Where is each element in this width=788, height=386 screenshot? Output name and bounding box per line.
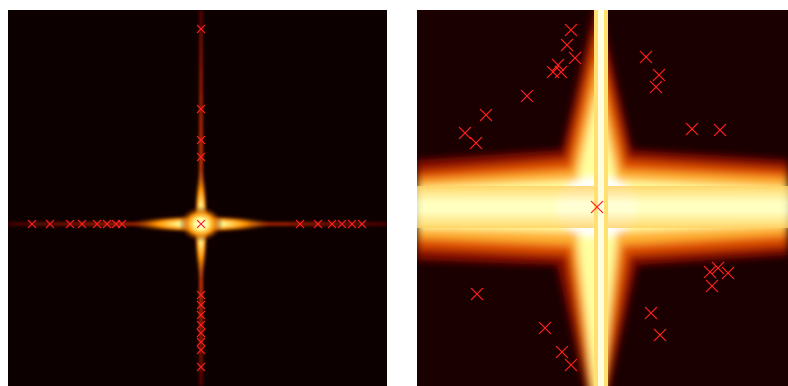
marker	[653, 328, 667, 342]
marker	[703, 265, 717, 279]
marker	[713, 123, 727, 137]
marker	[520, 89, 534, 103]
marker	[196, 300, 206, 310]
marker	[45, 219, 55, 229]
marker	[65, 219, 75, 229]
marker	[685, 122, 699, 136]
marker	[564, 23, 578, 37]
marker	[357, 219, 367, 229]
marker	[538, 321, 552, 335]
marker	[196, 135, 206, 145]
spectrum-panel	[417, 10, 788, 386]
marker	[196, 337, 206, 347]
marker	[711, 261, 725, 275]
marker	[652, 68, 666, 82]
marker	[196, 219, 206, 229]
marker	[705, 279, 719, 293]
vertical-core	[598, 10, 604, 386]
marker	[347, 219, 357, 229]
marker	[196, 362, 206, 372]
marker	[196, 24, 206, 34]
marker	[196, 320, 206, 330]
marker	[196, 152, 206, 162]
marker	[196, 328, 206, 338]
marker	[77, 219, 87, 229]
marker	[560, 38, 574, 52]
marker	[568, 51, 582, 65]
marker	[644, 306, 658, 320]
marker	[639, 50, 653, 64]
marker	[196, 345, 206, 355]
marker	[551, 58, 565, 72]
marker	[564, 358, 578, 372]
marker	[313, 219, 323, 229]
marker	[196, 310, 206, 320]
marker	[337, 219, 347, 229]
marker	[479, 108, 493, 122]
marker	[295, 219, 305, 229]
marker	[92, 219, 102, 229]
marker	[458, 126, 472, 140]
marker	[196, 104, 206, 114]
marker	[102, 219, 112, 229]
marker	[327, 219, 337, 229]
marker	[27, 219, 37, 229]
marker	[649, 80, 663, 94]
spectrum-panel	[8, 10, 387, 386]
marker	[469, 136, 483, 150]
marker	[196, 290, 206, 300]
marker	[721, 266, 735, 280]
marker	[470, 287, 484, 301]
marker	[117, 219, 127, 229]
marker	[555, 345, 569, 359]
marker	[554, 65, 568, 79]
marker	[590, 200, 604, 214]
